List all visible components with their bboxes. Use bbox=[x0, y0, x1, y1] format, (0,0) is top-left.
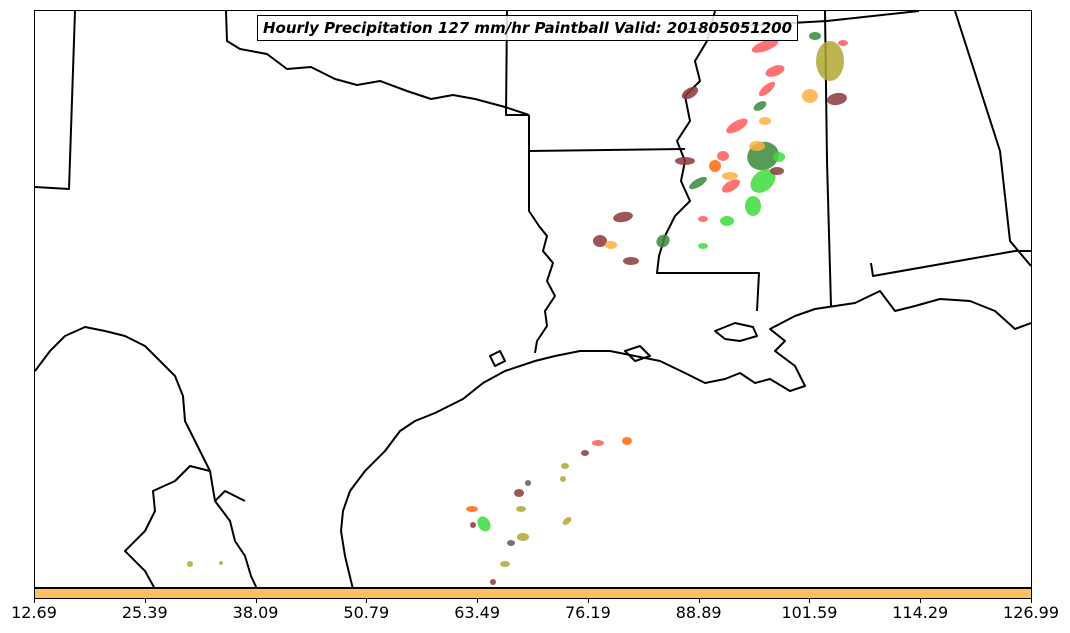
map-canvas bbox=[35, 11, 1031, 587]
precip-blob bbox=[514, 489, 524, 497]
precip-blob bbox=[770, 167, 784, 175]
precip-blob bbox=[219, 561, 223, 565]
colorbar-tick-mark bbox=[366, 599, 368, 603]
precip-blob bbox=[750, 169, 776, 193]
precip-blob bbox=[466, 506, 478, 512]
precip-blob bbox=[698, 243, 708, 249]
precip-blob bbox=[765, 65, 785, 77]
gulf-coastline bbox=[340, 290, 1031, 587]
state-border-ok-ar bbox=[505, 11, 529, 116]
state-border-ok-tx bbox=[35, 11, 530, 190]
state-border-al-fl bbox=[870, 250, 1031, 277]
precip-blob bbox=[622, 437, 632, 445]
precip-blob bbox=[581, 450, 589, 456]
precip-blob bbox=[838, 40, 848, 46]
colorbar-tick-mark bbox=[144, 599, 146, 603]
colorbar-tick-label: 76.19 bbox=[564, 603, 611, 622]
colorbar-tick-label: 25.39 bbox=[121, 603, 168, 622]
precip-blob bbox=[500, 561, 510, 567]
colorbar-tick-mark bbox=[1031, 599, 1032, 603]
state-border-al-ga bbox=[954, 11, 1031, 267]
mississippi-river bbox=[656, 11, 760, 312]
precip-blob bbox=[689, 176, 707, 190]
colorbar bbox=[34, 588, 1032, 599]
precip-blob bbox=[720, 216, 734, 226]
colorbar-tick-mark bbox=[587, 599, 589, 603]
precip-blob bbox=[623, 257, 639, 265]
precip-blob bbox=[656, 234, 670, 248]
precip-blob bbox=[717, 151, 729, 161]
colorbar-tick-label: 101.59 bbox=[781, 603, 838, 622]
precip-blob bbox=[517, 533, 529, 541]
colorbar-tick-mark bbox=[698, 599, 700, 603]
precip-blob bbox=[721, 179, 741, 193]
precip-blob bbox=[709, 160, 721, 172]
precip-blob bbox=[726, 118, 748, 134]
colorbar-tick-mark bbox=[34, 599, 35, 603]
precip-blob bbox=[698, 216, 708, 222]
precip-blob bbox=[187, 561, 193, 567]
colorbar-tick-label: 12.69 bbox=[11, 603, 57, 622]
colorbar-tick-mark bbox=[920, 599, 922, 603]
precip-blob bbox=[477, 516, 491, 532]
precip-blob bbox=[560, 476, 566, 482]
state-border-ar-la bbox=[528, 148, 686, 152]
precip-blob bbox=[827, 92, 847, 106]
colorbar-tick-mark bbox=[477, 599, 479, 603]
map-title: Hourly Precipitation 127 mm/hr Paintball… bbox=[257, 15, 799, 41]
colorbar-ticks: 12.69 25.39 38.09 50.79 63.49 76.19 88.89 101.5… bbox=[0, 599, 1070, 633]
precip-blob bbox=[490, 579, 496, 585]
precip-blob bbox=[749, 141, 765, 151]
colorbar-tick-mark bbox=[809, 599, 811, 603]
precip-blob bbox=[802, 89, 818, 103]
precip-blob bbox=[753, 101, 767, 111]
precip-blob bbox=[722, 172, 738, 180]
coastline-detail bbox=[489, 322, 758, 367]
mexico-state-border bbox=[124, 465, 246, 587]
precip-blob bbox=[809, 32, 821, 40]
precip-blob bbox=[745, 196, 761, 216]
state-border-tx-la bbox=[528, 151, 556, 354]
colorbar-tick-label: 126.99 bbox=[1003, 603, 1059, 622]
colorbar-tick-label: 38.09 bbox=[232, 603, 279, 622]
precip-blob bbox=[562, 517, 572, 525]
precip-blob bbox=[675, 157, 695, 165]
colorbar-tick-mark bbox=[255, 599, 257, 603]
precip-blob bbox=[759, 117, 771, 125]
precip-blob bbox=[681, 86, 699, 100]
precip-blob bbox=[613, 211, 633, 223]
colorbar-tick-label: 50.79 bbox=[343, 603, 390, 622]
precip-blob bbox=[592, 440, 604, 446]
precip-blob bbox=[816, 41, 844, 81]
precip-blob bbox=[470, 522, 476, 528]
colorbar-tick-label: 114.29 bbox=[892, 603, 949, 622]
boundaries bbox=[35, 11, 1031, 587]
colorbar-tick-label: 88.89 bbox=[675, 603, 722, 622]
precip-blob bbox=[561, 463, 569, 469]
colorbar-tick-label: 63.49 bbox=[454, 603, 501, 622]
precip-blob bbox=[773, 152, 785, 162]
rio-grande-border bbox=[35, 326, 258, 587]
paintball-blobs bbox=[187, 32, 848, 585]
precip-blob bbox=[751, 39, 779, 53]
precip-blob bbox=[605, 241, 617, 249]
precip-blob bbox=[758, 81, 776, 97]
precip-blob bbox=[525, 480, 531, 486]
precip-blob bbox=[593, 235, 607, 247]
map-panel bbox=[34, 10, 1032, 588]
precip-blob bbox=[507, 540, 515, 546]
precip-blob bbox=[516, 506, 526, 512]
